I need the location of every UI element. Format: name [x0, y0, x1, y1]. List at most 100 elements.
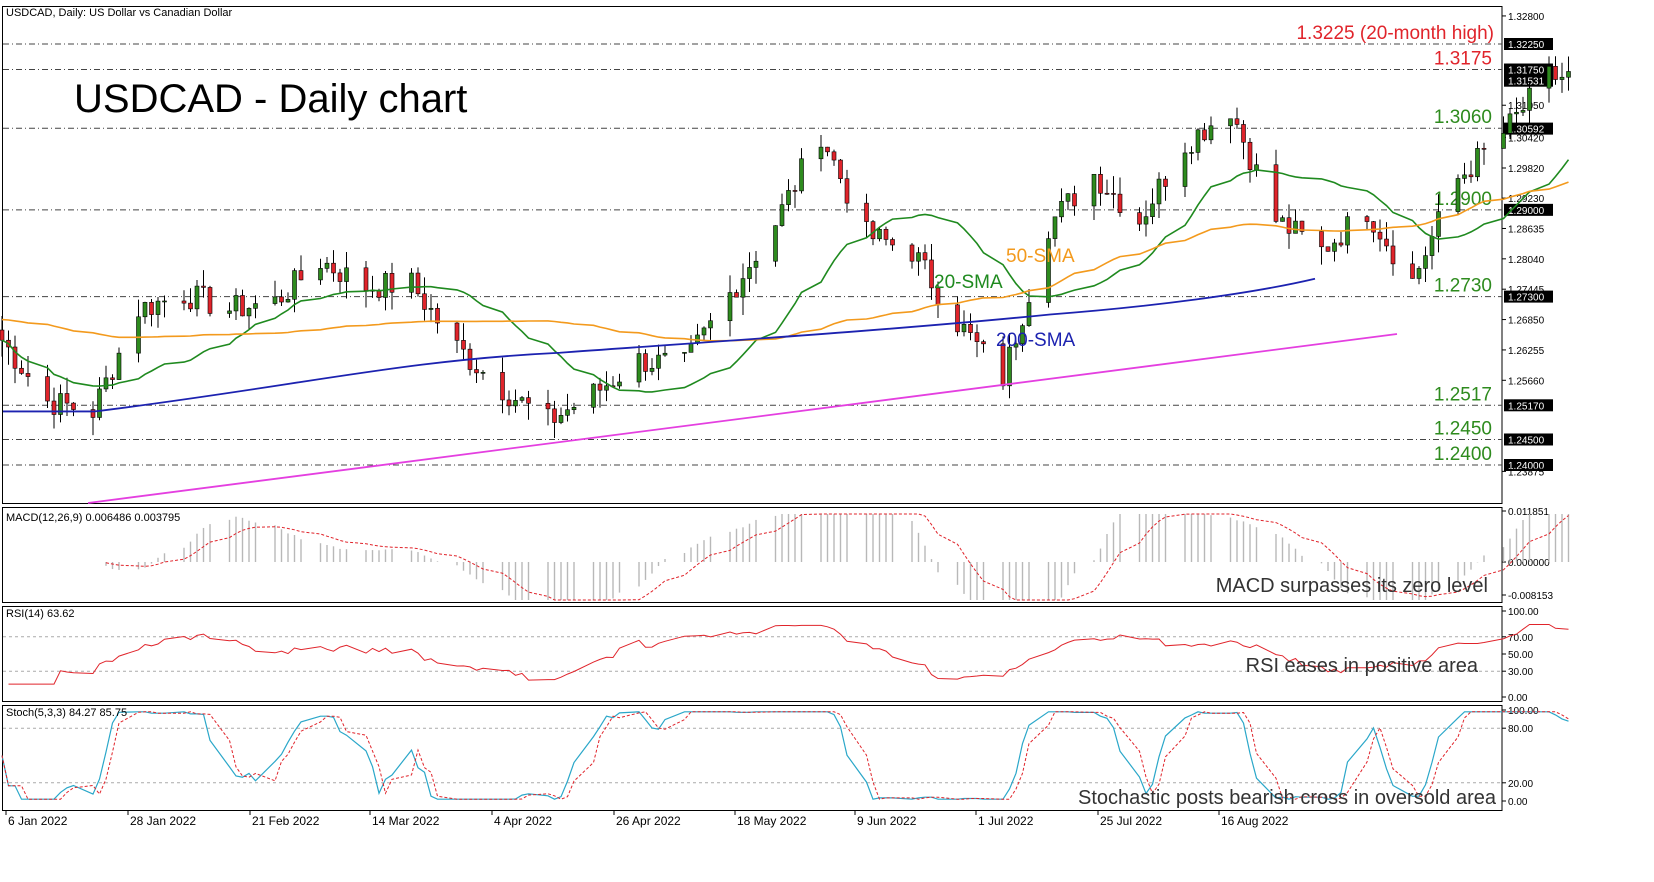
candle-body-81: [734, 292, 739, 298]
candle-body-63: [565, 409, 570, 416]
x-tick-label-8: 1 Jul 2022: [978, 814, 1034, 828]
candle-body-4: [25, 373, 31, 377]
candle-body-62: [558, 415, 564, 423]
candle-body-116: [1052, 216, 1058, 239]
candle-body-34: [298, 270, 304, 281]
candle-body-124: [1117, 193, 1123, 213]
candle-body-5: [45, 376, 50, 402]
level-label-3: 1.2900: [1434, 189, 1492, 210]
candle-body-13: [110, 377, 115, 380]
candle-body-101: [916, 252, 921, 262]
candle-body-12: [103, 377, 109, 390]
candle-body-121: [1098, 173, 1103, 194]
macd-tick-label-2: -0.008153: [1508, 591, 1553, 602]
candle-body-134: [1208, 125, 1214, 141]
candle-body-50: [454, 322, 460, 341]
level-label-2: 1.3060: [1434, 107, 1492, 128]
stoch-signal-line: [1, 711, 1569, 800]
candle-body-133: [1202, 129, 1207, 141]
candle-body-22: [194, 285, 200, 310]
candle-body-103: [929, 259, 934, 289]
candle-body-51: [461, 340, 466, 350]
candle-body-57: [513, 400, 518, 407]
candle-body-46: [415, 272, 421, 295]
rsi-panel: 100.00 70.00 50.00 30.00 0.00: [2, 606, 1569, 704]
price-tick-label-18: 1.24500: [1508, 435, 1545, 446]
price-tick-label-17: 1.25170: [1508, 401, 1545, 412]
candle-body-125: [1137, 212, 1142, 225]
candle-body-157: [1423, 255, 1428, 269]
price-tick-label-3: 1.31531: [1508, 77, 1545, 88]
candle-body-161: [1462, 174, 1467, 179]
candle-body-146: [1325, 246, 1331, 252]
candle-body-7: [58, 393, 63, 415]
candle-body-79: [708, 320, 713, 329]
candle-body-99: [890, 239, 895, 246]
stoch-header: Stoch(5,3,3) 84.27 85.75: [6, 707, 127, 719]
support-trendline: [87, 333, 1398, 504]
level-label-4: 1.2730: [1434, 276, 1492, 297]
candle-body-143: [1293, 220, 1298, 234]
price-tick-label-9: 1.29000: [1508, 206, 1545, 217]
candle-body-92: [831, 151, 837, 161]
candle-body-61: [552, 408, 557, 423]
candle-body-140: [1273, 164, 1279, 222]
x-tick-label-7: 9 Jun 2022: [857, 814, 917, 828]
candle-body-26: [233, 295, 239, 312]
candle-body-74: [662, 352, 668, 356]
x-tick-label-4: 4 Apr 2022: [494, 814, 552, 828]
price-tick-label-11: 1.28040: [1508, 255, 1545, 266]
candle-body-78: [701, 327, 707, 336]
macd-tick-label-0: 0.011851: [1508, 507, 1549, 518]
candle-body-160: [1455, 178, 1461, 212]
candle-body-33: [292, 270, 297, 300]
candle-body-2: [12, 346, 18, 369]
candle-body-142: [1286, 217, 1292, 234]
candle-body-84: [753, 260, 759, 268]
price-tick-label-14: 1.26850: [1508, 316, 1545, 327]
candle-body-150: [1364, 216, 1370, 222]
price-tick-box-2: [1504, 63, 1553, 76]
candle-body-114: [1026, 302, 1032, 326]
candle-body-155: [1410, 263, 1415, 279]
candle-body-111: [1007, 346, 1012, 387]
candle-body-130: [1182, 152, 1188, 187]
rsi-tick-label-3: 30.00: [1508, 667, 1533, 678]
candle-body-88: [792, 190, 798, 192]
candle-body-37: [331, 262, 336, 274]
candle-body-71: [643, 353, 648, 372]
candle-body-94: [844, 178, 850, 204]
price-tick-label-2: 1.31750: [1508, 66, 1545, 77]
x-tick-label-6: 18 May 2022: [737, 814, 807, 828]
candle-body-112: [1013, 343, 1019, 348]
sma20-label: 20-SMA: [934, 272, 1003, 293]
price-tick-box-13: [1504, 290, 1553, 303]
candle-body-17: [149, 302, 154, 315]
candle-body-82: [740, 278, 746, 298]
stoch-tick-label-1: 80.00: [1508, 724, 1533, 735]
price-tick-box-19: [1504, 459, 1553, 471]
macd-frame: [2, 507, 1503, 603]
candle-body-69: [617, 381, 622, 387]
candle-body-91: [825, 146, 830, 153]
candle-body-14: [116, 352, 122, 380]
candle-body-35: [318, 268, 323, 281]
candle-body-107: [968, 324, 973, 333]
rsi-tick-label-0: 100.00: [1508, 607, 1539, 618]
candle-body-158: [1429, 236, 1435, 256]
candle-body-72: [649, 367, 655, 372]
price-tick-label-4: 1.31050: [1508, 101, 1545, 112]
main-frame: [2, 6, 1503, 504]
candle-body-106: [961, 324, 967, 333]
candle-body-159: [1436, 211, 1441, 237]
candle-body-23: [201, 285, 206, 288]
candle-body-31: [279, 296, 284, 303]
price-tick-label-7: 1.29820: [1508, 164, 1545, 175]
price-tick-label-15: 1.26255: [1508, 346, 1545, 357]
candle-body-171: [1553, 66, 1558, 80]
sma50-label: 50-SMA: [1006, 246, 1075, 267]
candle-body-29: [253, 303, 258, 309]
